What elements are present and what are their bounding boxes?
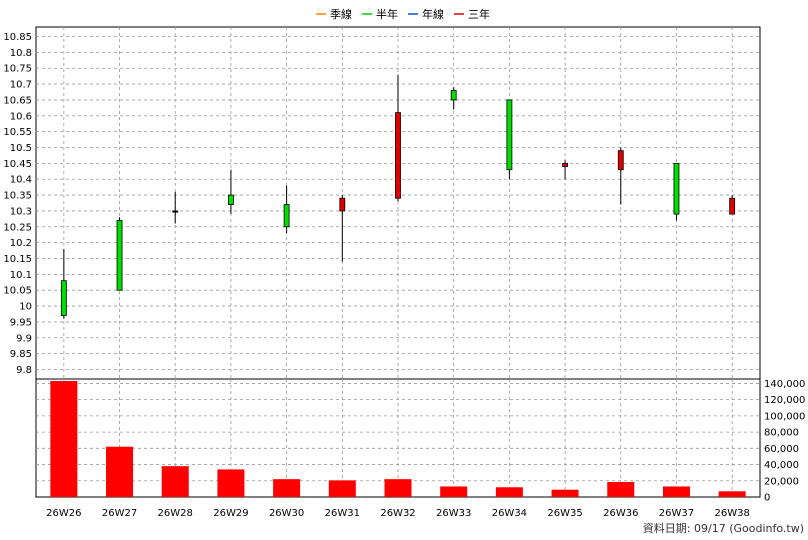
legend-item-3: 三年 bbox=[454, 7, 490, 21]
candle-26W37 bbox=[673, 162, 680, 221]
volume-bar-26W36 bbox=[607, 481, 635, 497]
legend-label: 季線 bbox=[330, 7, 352, 21]
volume-bar-26W35 bbox=[551, 489, 579, 497]
candle-26W31 bbox=[339, 195, 346, 262]
candle-body bbox=[172, 210, 179, 213]
candle-26W34 bbox=[506, 99, 513, 180]
legend-label: 半年 bbox=[376, 7, 398, 21]
price-tick-label: 10.65 bbox=[3, 95, 32, 106]
x-tick-label: 26W37 bbox=[659, 508, 694, 519]
legend-label: 年線 bbox=[422, 7, 444, 21]
candle-body bbox=[339, 197, 346, 212]
volume-tick-label: 80,000 bbox=[764, 428, 799, 439]
candle-26W30 bbox=[283, 185, 290, 234]
volume-bar-26W32 bbox=[384, 479, 412, 497]
candle-body bbox=[395, 112, 401, 199]
candle-body bbox=[228, 194, 234, 205]
data-date-footer: 資料日期: 09/17 (Goodinfo.tw) bbox=[643, 521, 804, 535]
price-tick-label: 10.2 bbox=[10, 238, 32, 249]
x-tick-label: 26W35 bbox=[547, 508, 582, 519]
price-tick-label: 10.25 bbox=[3, 222, 32, 233]
volume-bar-26W31 bbox=[328, 480, 356, 497]
candle-26W35 bbox=[562, 160, 568, 180]
legend-item-2: 年線 bbox=[408, 7, 444, 21]
price-tick-label: 10.7 bbox=[10, 80, 32, 91]
volume-panel: 0 20,000 40,000 60,000 80,000 100,000 120,000 1… bbox=[35, 378, 805, 519]
x-tick-label: 26W30 bbox=[269, 508, 304, 519]
volume-bar-26W37 bbox=[662, 486, 690, 497]
volume-bar-26W30 bbox=[273, 479, 301, 497]
candle-body bbox=[116, 220, 123, 291]
candle-26W33 bbox=[450, 87, 457, 110]
volume-bar-26W26 bbox=[50, 381, 78, 497]
price-tick-label: 10.45 bbox=[3, 159, 32, 170]
x-tick-label: 26W38 bbox=[714, 508, 749, 519]
candle-body bbox=[450, 90, 457, 101]
candle-26W28 bbox=[172, 191, 179, 224]
volume-tick-label: 40,000 bbox=[764, 460, 799, 471]
candle-body bbox=[729, 197, 736, 215]
x-tick-label: 26W36 bbox=[603, 508, 638, 519]
x-tick-label: 26W29 bbox=[213, 508, 248, 519]
legend-label: 三年 bbox=[468, 7, 490, 21]
legend: 季線 半年 年線 三年 bbox=[316, 7, 490, 21]
price-tick-label: 10 bbox=[19, 302, 32, 313]
candle-body bbox=[506, 99, 513, 171]
price-tick-label: 10.35 bbox=[3, 191, 32, 202]
volume-tick-label: 0 bbox=[764, 493, 770, 504]
candle-body bbox=[673, 162, 680, 215]
price-tick-label: 10.85 bbox=[3, 32, 32, 43]
volume-tick-label: 100,000 bbox=[764, 411, 805, 422]
candle-body bbox=[617, 150, 624, 171]
x-tick-label: 26W28 bbox=[158, 508, 193, 519]
price-tick-label: 9.85 bbox=[10, 349, 32, 360]
volume-bar-26W28 bbox=[161, 466, 189, 497]
legend-item-0: 季線 bbox=[316, 7, 352, 21]
candle-26W26 bbox=[60, 248, 67, 319]
price-tick-label: 10.3 bbox=[10, 206, 32, 217]
price-tick-label: 10.8 bbox=[10, 48, 32, 59]
price-tick-label: 10.5 bbox=[10, 143, 32, 154]
volume-bar-26W34 bbox=[495, 487, 523, 497]
price-tick-label: 10.75 bbox=[3, 64, 32, 75]
x-tick-label: 26W33 bbox=[436, 508, 471, 519]
candle-body bbox=[283, 204, 290, 228]
x-tick-label: 26W27 bbox=[102, 508, 137, 519]
volume-bar-26W33 bbox=[440, 486, 468, 497]
price-tick-label: 9.8 bbox=[16, 365, 32, 376]
x-tick-label: 26W32 bbox=[380, 508, 415, 519]
price-tick-label: 9.9 bbox=[16, 333, 32, 344]
price-tick-label: 10.1 bbox=[10, 270, 32, 281]
candle-body bbox=[60, 280, 67, 316]
legend-item-1: 半年 bbox=[362, 7, 398, 21]
volume-bar-26W29 bbox=[217, 469, 245, 497]
price-tick-label: 10.05 bbox=[3, 286, 32, 297]
candle-26W32 bbox=[395, 74, 401, 202]
x-tick-label: 26W34 bbox=[492, 508, 527, 519]
volume-tick-label: 140,000 bbox=[764, 379, 805, 390]
candle-26W27 bbox=[116, 217, 123, 291]
price-tick-label: 10.6 bbox=[10, 111, 32, 122]
volume-tick-label: 60,000 bbox=[764, 444, 799, 455]
volume-tick-label: 20,000 bbox=[764, 476, 799, 487]
candle-26W29 bbox=[228, 169, 234, 215]
volume-bar-26W38 bbox=[718, 491, 746, 497]
candle-26W36 bbox=[617, 147, 624, 205]
volume-bar-26W27 bbox=[106, 446, 134, 497]
price-tick-label: 10.4 bbox=[10, 175, 32, 186]
price-tick-label: 10.55 bbox=[3, 127, 32, 138]
x-tick-label: 26W26 bbox=[46, 508, 81, 519]
price-tick-label: 10.15 bbox=[3, 254, 32, 265]
x-tick-label: 26W31 bbox=[325, 508, 360, 519]
price-tick-label: 9.95 bbox=[10, 317, 32, 328]
volume-tick-label: 120,000 bbox=[764, 395, 805, 406]
candle-body bbox=[562, 162, 568, 167]
price-panel: 9.8 9.85 9.9 9.95 10 10.05 10.1 10.15 10.2 10.25 1… bbox=[3, 26, 761, 380]
candle-26W38 bbox=[729, 195, 736, 215]
